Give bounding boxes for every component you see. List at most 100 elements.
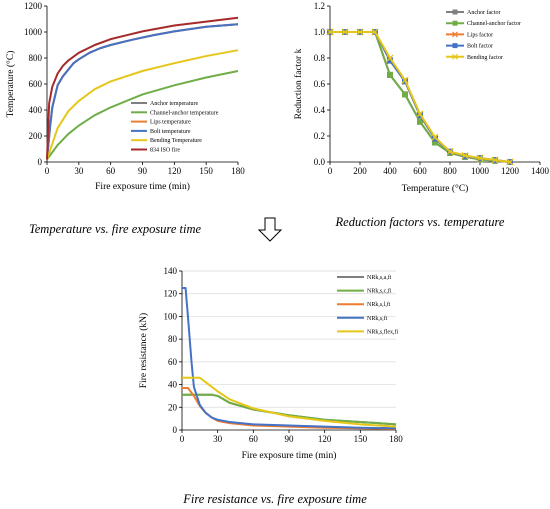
x-tick-label: 120 — [318, 434, 332, 444]
data-point-bending-factor — [446, 148, 454, 156]
series-line-bending-factor — [330, 31, 511, 163]
x-tick-label: 180 — [231, 166, 245, 176]
legend-label-bolt-temperature: Bolt temperature — [150, 129, 191, 135]
legend: Anchor factor Channel-anchor factor Lips f… — [446, 9, 521, 61]
x-axis-label: Fire exposure time (min) — [242, 450, 337, 461]
legend-marker-bolt-factor — [452, 43, 458, 49]
x-tick-label: 60 — [249, 434, 259, 444]
y-tick-label: 1.0 — [314, 27, 326, 37]
y-tick-label: 80 — [168, 334, 178, 344]
series-line-nrk-s-flex-fi — [182, 376, 397, 428]
y-tick-label: 600 — [29, 79, 43, 89]
y-tick-label: 0.4 — [314, 105, 326, 115]
x-tick-label: 0 — [328, 166, 333, 176]
temperature-chart: 0 30 60 90 120 150 180 0 200 400 600 800 1000 1200 Fir… — [5, 1, 245, 192]
y-tick-label: 0 — [38, 157, 43, 167]
caption-reduction: Reduction factors vs. temperature — [335, 215, 505, 229]
legend-label-lips-factor: Lips factor — [467, 31, 493, 38]
data-point-channel-anchor-factor — [417, 118, 423, 125]
y-tick-label: 0.6 — [314, 79, 326, 89]
y-tick-label: 60 — [168, 357, 178, 367]
legend-label-anchor-factor: Anchor factor — [467, 9, 500, 16]
y-axis-label: Temperature (°C) — [5, 51, 16, 118]
y-tick-label: 20 — [168, 402, 178, 412]
y-axis-label: Fire resistance (kN) — [138, 313, 149, 388]
legend-label-nrk-s-l-fi: NRk,s,l,fi — [367, 301, 391, 308]
y-tick-label: 100 — [164, 311, 178, 321]
series-line-channel-anchor-factor — [330, 31, 511, 163]
x-tick-label: 30 — [74, 166, 84, 176]
y-tick-label: 0.0 — [314, 157, 326, 167]
x-axis-label: Temperature (°C) — [402, 183, 469, 194]
legend-label-channel-anchor-factor: Channel-anchor factor — [467, 20, 521, 27]
y-tick-label: 0 — [173, 425, 178, 435]
x-tick-label: 1000 — [471, 166, 490, 176]
data-point-channel-anchor-factor — [432, 139, 438, 146]
series-line-anchor-factor — [330, 31, 511, 163]
x-tick-label: 90 — [138, 166, 148, 176]
x-tick-label: 600 — [413, 166, 427, 176]
legend-label-lips-temperature: Lips temperature — [150, 120, 191, 126]
legend-marker-bending-factor — [452, 53, 458, 60]
series-line-bending-temperature — [46, 49, 239, 160]
down-arrow-icon — [257, 217, 283, 242]
legend: NRk,s,a,fi NRk,s,c,fi NRk,s,l,fi NRk,s,fi NR… — [337, 274, 398, 335]
data-point-bending-factor — [476, 154, 484, 162]
series-line-anchor-temperature — [46, 23, 239, 160]
x-tick-label: 800 — [443, 166, 457, 176]
y-tick-label: 800 — [29, 53, 43, 63]
x-tick-label: 90 — [285, 434, 295, 444]
x-tick-label: 0 — [180, 434, 185, 444]
reduction-factor-chart: 0 200 400 600 800 1000 1200 1400 0.0 0.2 0.4 0.6 0.8… — [293, 1, 550, 194]
x-tick-label: 30 — [213, 434, 223, 444]
data-point-bending-factor — [416, 110, 424, 118]
x-tick-label: 1200 — [501, 166, 520, 176]
data-point-bending-factor — [506, 158, 514, 166]
series-line-nrk-s-fi — [182, 287, 397, 430]
legend-marker-channel-anchor-factor — [452, 20, 458, 26]
x-tick-label: 0 — [45, 166, 50, 176]
legend-label-nrk-s-c-fi: NRk,s,c,fi — [367, 288, 392, 295]
legend-label-bending-factor: Bending factor — [467, 54, 503, 61]
y-tick-label: 400 — [29, 105, 43, 115]
data-point-bending-factor — [491, 156, 499, 164]
caption-temperature: Temperature vs. fire exposure time — [29, 222, 202, 236]
data-point-bending-factor — [461, 152, 469, 159]
y-tick-label: 140 — [164, 266, 178, 276]
y-tick-label: 40 — [168, 380, 178, 390]
legend-label-nrk-s-flex-fi: NRk,s,flex,fi — [367, 328, 398, 335]
legend-label-834-iso-fire: 834 ISO fire — [150, 147, 180, 154]
data-point-bending-factor — [326, 28, 334, 36]
caption-resistance: Fire resistance vs. fire exposure time — [182, 492, 367, 506]
data-point-channel-anchor-factor — [387, 71, 393, 78]
y-tick-label: 1.2 — [314, 1, 325, 11]
legend-label-bending-temperature: Bending Temperature — [150, 138, 202, 144]
legend-label-nrk-s-fi: NRk,s,fi — [367, 315, 388, 322]
series-line-channel-anchor-temperature — [46, 70, 239, 160]
legend: Anchor temperature Channel-anchor tempera… — [131, 101, 219, 154]
x-tick-label: 180 — [389, 434, 403, 444]
data-point-bolt-factor — [387, 57, 393, 64]
y-tick-label: 0.2 — [314, 131, 325, 141]
legend-label-nrk-s-a-fi: NRk,s,a,fi — [367, 274, 392, 281]
y-tick-label: 200 — [29, 131, 43, 141]
y-tick-label: 1000 — [24, 27, 43, 37]
fire-resistance-chart: 0 30 60 90 120 150 180 0 20 40 60 80 100 120 140 Fire e… — [138, 266, 403, 461]
x-tick-label: 120 — [168, 166, 182, 176]
data-point-bending-factor — [356, 28, 364, 36]
legend-label-bolt-factor: Bolt factor — [467, 43, 493, 50]
series-line-nrk-s-l-fi — [182, 386, 397, 430]
legend-label-anchor-temperature: Anchor temperature — [150, 101, 198, 107]
data-point-bending-factor — [431, 133, 439, 141]
data-point-bending-factor — [341, 28, 349, 36]
series-line-bolt-factor — [330, 31, 511, 163]
data-point-bending-factor — [401, 76, 409, 84]
data-point-channel-anchor-factor — [402, 91, 408, 98]
y-tick-label: 0.8 — [314, 53, 326, 63]
x-tick-label: 60 — [106, 166, 116, 176]
x-tick-label: 150 — [199, 166, 213, 176]
x-axis-label: Fire exposure time (min) — [95, 181, 190, 192]
legend-marker-lips-factor — [452, 31, 458, 38]
data-point-bending-factor — [386, 54, 394, 62]
